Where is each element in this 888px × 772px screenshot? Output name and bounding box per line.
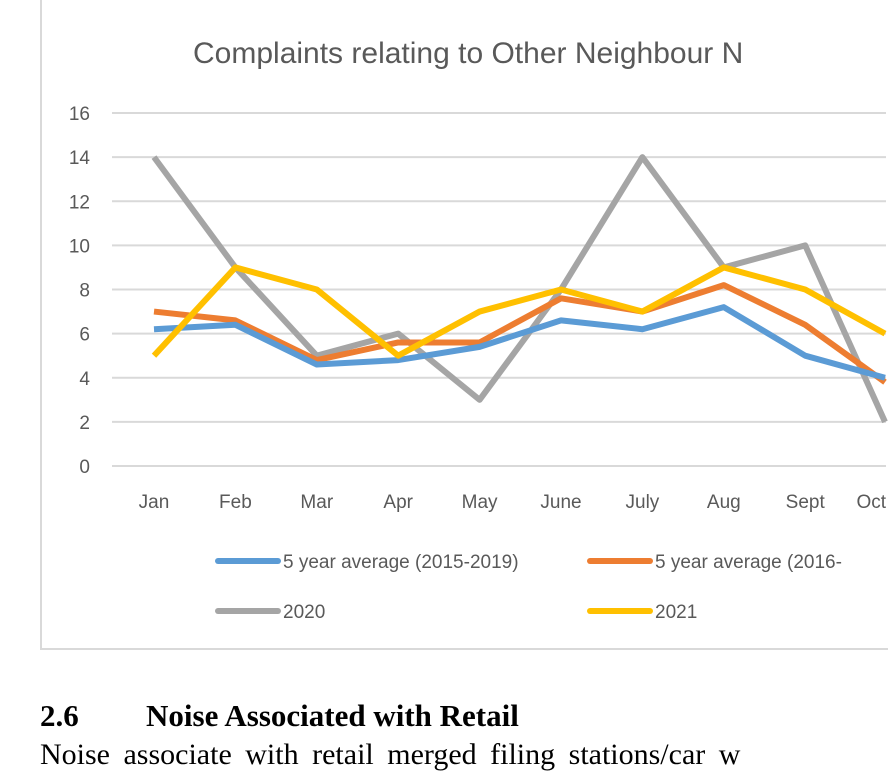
y-tick-label: 8	[79, 281, 90, 302]
y-tick-label: 14	[69, 148, 91, 169]
x-tick-label: Mar	[300, 492, 333, 513]
x-tick-label: Sept	[786, 492, 826, 513]
x-tick-label: July	[626, 492, 660, 513]
series-line-0	[153, 304, 886, 381]
line-chart: Complaints relating to Other Neighbour N…	[69, 37, 888, 623]
y-tick-label: 12	[69, 192, 90, 213]
chart-title: Complaints relating to Other Neighbour N	[193, 37, 743, 70]
section-heading: 2.6 Noise Associated with Retail	[40, 698, 519, 734]
x-tick-label: Jan	[139, 492, 170, 513]
legend-label: 2021	[655, 602, 697, 623]
legend-label: 5 year average (2015-2019)	[283, 552, 519, 573]
y-tick-label: 16	[69, 104, 90, 125]
section-title: Noise Associated with Retail	[146, 698, 519, 733]
y-tick-label: 10	[69, 236, 90, 257]
x-tick-label: Aug	[707, 492, 741, 513]
section-number: 2.6	[40, 698, 79, 733]
x-tick-label: Oct	[856, 492, 886, 513]
legend-label: 5 year average (2016-	[655, 552, 842, 573]
body-paragraph: Noise associate with retail merged filin…	[40, 738, 741, 771]
x-tick-label: May	[462, 492, 498, 513]
y-tick-label: 2	[79, 413, 90, 434]
series-line-1	[153, 282, 887, 385]
x-tick-label: June	[540, 492, 581, 513]
y-tick-label: 6	[79, 325, 90, 346]
y-tick-label: 4	[79, 369, 90, 390]
y-tick-label: 0	[79, 457, 90, 478]
x-tick-label: Apr	[383, 492, 413, 513]
legend-label: 2020	[283, 602, 325, 623]
x-tick-label: Feb	[219, 492, 252, 513]
chart-frame	[40, 0, 888, 650]
series-line-2	[151, 154, 888, 424]
series-line-3	[151, 264, 887, 359]
